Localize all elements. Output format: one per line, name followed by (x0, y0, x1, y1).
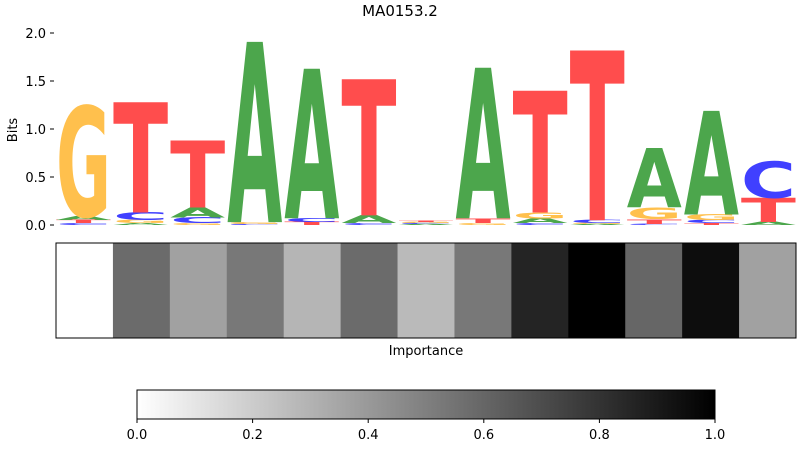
y-axis-label: Bits (6, 118, 21, 143)
logo-letter-a: A (456, 28, 511, 267)
heatmap-cell (739, 243, 796, 338)
chart-title: MA0153.2 (362, 2, 438, 20)
importance-heatmap (56, 243, 797, 338)
heatmap-cell (398, 243, 455, 338)
logo-letter-t: T (170, 124, 225, 230)
y-tick-label: 0.5 (25, 171, 46, 186)
y-tick-label: 1.0 (25, 123, 46, 138)
logo-letter-a: A (627, 133, 682, 228)
y-axis: 0.0 0.5 1.0 1.5 2.0 (25, 27, 54, 234)
logo-letter-t: T (341, 41, 396, 259)
logo-letter-g: G (56, 75, 111, 252)
logo-letter-a: A (684, 84, 739, 248)
heatmap-cell (682, 243, 739, 338)
heatmap-cell (454, 243, 511, 338)
logo-letter-a: A (284, 29, 339, 268)
logo-letter-t: T (570, 5, 625, 276)
heatmap-cell (170, 243, 227, 338)
heatmap-x-label: Importance (389, 344, 464, 359)
logo-letter-t: T (113, 72, 168, 249)
y-tick-label: 1.5 (25, 75, 46, 90)
heatmap-cell (113, 243, 170, 338)
heatmap-cell (511, 243, 568, 338)
logo-letter-t: T (513, 57, 568, 252)
heatmap-cell (568, 243, 625, 338)
colorbar-tick-label: 0.0 (127, 428, 148, 443)
heatmap-cell (625, 243, 682, 338)
logo-letter-a: A (227, 0, 282, 281)
colorbar-tick-label: 0.8 (589, 428, 610, 443)
heatmap-cell (56, 243, 113, 338)
colorbar-tick-label: 0.2 (242, 428, 263, 443)
heatmap-cell (284, 243, 341, 338)
y-tick-label: 2.0 (25, 27, 46, 42)
logo-letter-t: T (398, 221, 453, 223)
heatmap-cell (227, 243, 284, 338)
colorbar-ticks: 0.0 0.2 0.4 0.6 0.8 1.0 (127, 419, 726, 443)
colorbar (137, 390, 715, 419)
logo-letter-c: C (741, 153, 796, 211)
colorbar-tick-label: 0.6 (473, 428, 494, 443)
colorbar-tick-label: 0.4 (358, 428, 379, 443)
y-tick-label: 0.0 (25, 219, 46, 234)
heatmap-cell (341, 243, 398, 338)
colorbar-tick-label: 1.0 (705, 428, 726, 443)
